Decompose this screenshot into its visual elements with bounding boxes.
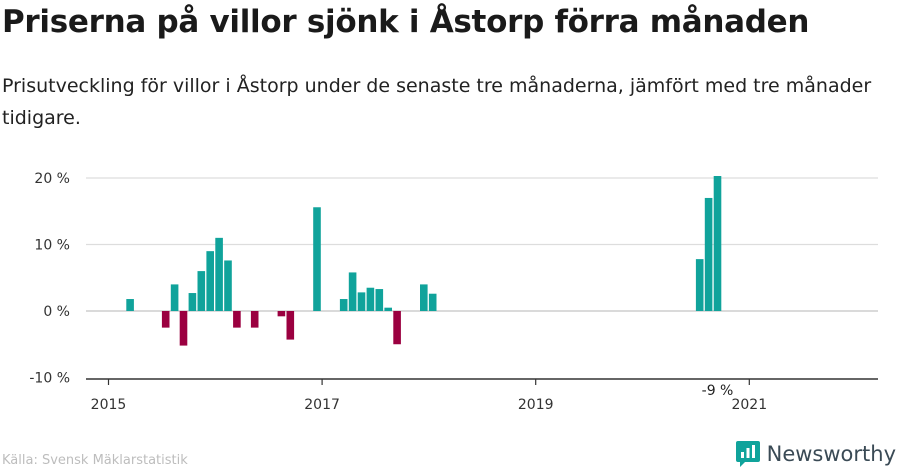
chart-title: Priserna på villor sjönk i Åstorp förra … <box>2 4 810 40</box>
y-tick-label: 10 % <box>34 238 70 254</box>
bar <box>420 284 428 311</box>
source-note: Källa: Svensk Mäklarstatistik <box>2 453 188 468</box>
bar <box>366 287 375 311</box>
bar <box>197 271 206 311</box>
newsworthy-logo: Newsworthy <box>735 440 896 468</box>
bar <box>233 311 241 328</box>
bar <box>428 293 437 311</box>
bar <box>348 272 357 311</box>
bar <box>170 284 179 311</box>
bar <box>277 311 286 317</box>
bar <box>695 259 704 311</box>
bar <box>224 260 232 311</box>
bar <box>393 311 401 345</box>
y-tick-label: 0 % <box>43 304 70 320</box>
brand-name: Newsworthy <box>766 442 896 466</box>
y-tick-label: -10 % <box>29 371 70 387</box>
bar <box>313 207 321 311</box>
bar <box>188 293 197 311</box>
bar <box>161 311 170 328</box>
bar <box>126 299 134 311</box>
x-tick-label: 2019 <box>518 397 554 413</box>
bar <box>357 292 366 311</box>
bar <box>704 197 713 311</box>
bar <box>250 311 259 328</box>
x-tick-label: 2015 <box>91 397 127 413</box>
last-value-label: -9 % <box>702 383 734 399</box>
x-tick-label: 2021 <box>731 397 767 413</box>
bar <box>215 237 223 311</box>
bar <box>713 176 722 311</box>
chart-subtitle: Prisutveckling för villor i Åstorp under… <box>2 75 872 129</box>
bar <box>339 299 348 311</box>
y-tick-label: 20 % <box>34 171 70 187</box>
bar <box>286 311 295 340</box>
newsworthy-icon <box>735 441 760 467</box>
bar <box>206 251 214 311</box>
x-tick-label: 2017 <box>304 397 340 413</box>
bar <box>179 311 188 346</box>
bar <box>375 289 384 311</box>
bar <box>384 307 392 311</box>
